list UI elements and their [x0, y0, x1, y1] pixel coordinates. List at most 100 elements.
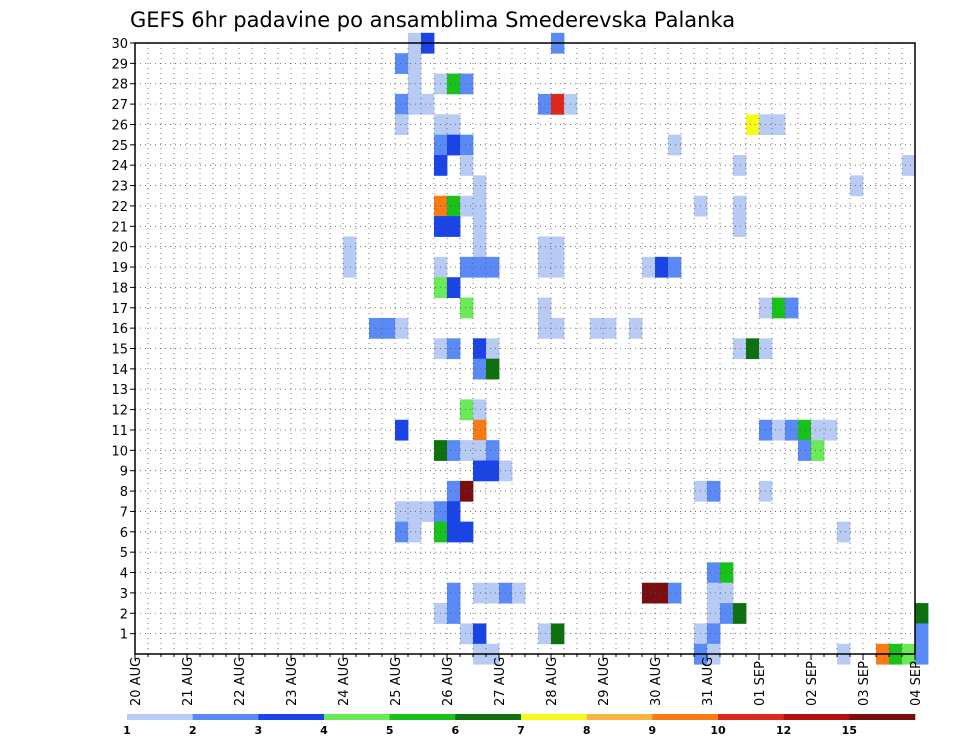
heatmap-cell: [473, 216, 487, 237]
heatmap-cell: [772, 114, 786, 136]
heatmap-cell: [785, 297, 799, 319]
heatmap-cell: [902, 155, 916, 176]
colorbar-segment: [586, 714, 653, 720]
heatmap-cell: [395, 114, 409, 136]
heatmap-cell: [421, 93, 435, 115]
colorbar-label: 6: [452, 724, 460, 737]
heatmap-cell: [395, 317, 409, 339]
colorbar-segment: [258, 714, 325, 720]
heatmap-cell: [707, 623, 721, 645]
y-tick-label: 15: [111, 343, 128, 358]
y-tick-label: 8: [120, 485, 128, 500]
heatmap-cell: [538, 256, 552, 278]
colorbar-segment: [718, 714, 784, 720]
heatmap-cell: [486, 440, 500, 461]
heatmap-cell: [447, 114, 461, 136]
y-tick-label: 21: [111, 220, 128, 235]
heatmap-cell: [473, 460, 487, 482]
heatmap-cell: [538, 297, 552, 319]
heatmap-cell: [382, 317, 396, 339]
colorbar-segment: [324, 714, 390, 720]
heatmap-cell: [408, 93, 422, 115]
heatmap-cell: [551, 317, 565, 339]
heatmap-cell: [486, 582, 500, 604]
heatmap-cell: [811, 440, 825, 461]
colorbar-label: 4: [320, 724, 328, 737]
x-tick-label: 30 AUG: [649, 657, 664, 706]
grid-layer: [135, 42, 915, 654]
colorbar-label: 2: [189, 724, 197, 737]
colorbar-label: 9: [649, 724, 657, 737]
heatmap-cell: [473, 440, 487, 461]
y-tick-label: 16: [111, 322, 128, 337]
heatmap-cell: [447, 582, 461, 604]
heatmap-cell: [837, 521, 851, 543]
x-tick-label: 21 AUG: [181, 657, 196, 706]
heatmap-cell: [473, 236, 487, 258]
heatmap-cell: [408, 521, 422, 543]
heatmap-cell: [486, 358, 500, 380]
heatmap-cell: [447, 603, 461, 624]
x-tick-label: 01 SEP: [753, 661, 768, 706]
colorbar-segment: [389, 714, 456, 720]
y-tick-label: 20: [111, 241, 128, 256]
heatmap-cell: [460, 399, 474, 421]
heatmap-cell: [395, 93, 409, 115]
heatmap-cell: [460, 73, 474, 95]
y-tick-label: 10: [111, 444, 128, 459]
heatmap-cell: [785, 419, 799, 441]
heatmap-cell: [798, 419, 812, 441]
y-tick-label: 6: [120, 526, 128, 541]
heatmap-cell: [733, 195, 747, 217]
heatmap-cell: [447, 338, 461, 360]
heatmap-cell: [447, 73, 461, 95]
heatmap-cell: [720, 603, 734, 624]
colorbar-label: 15: [842, 724, 857, 737]
y-tick-label: 26: [111, 118, 128, 133]
heatmap-cell: [915, 623, 929, 645]
colorbar-label: 1: [123, 724, 131, 737]
heatmap-cell: [460, 155, 474, 176]
heatmap-cell: [473, 195, 487, 217]
y-tick-label: 25: [111, 139, 128, 154]
heatmap-cell: [642, 256, 656, 278]
y-tick-label: 12: [111, 404, 128, 419]
y-tick-label: 5: [120, 546, 128, 561]
heatmap-cell: [733, 155, 747, 176]
colorbar-segment: [849, 714, 916, 720]
colorbar-label: 5: [386, 724, 394, 737]
x-tick-label: 25 AUG: [389, 657, 404, 706]
heatmap-cell: [486, 338, 500, 360]
heatmap-cell: [486, 256, 500, 278]
heatmap-cell: [811, 419, 825, 441]
heatmap-cell: [343, 236, 357, 258]
heatmap-cell: [603, 317, 617, 339]
heatmap-cell: [590, 317, 604, 339]
heatmap-cell: [447, 134, 461, 156]
heatmap-cell: [460, 521, 474, 543]
y-tick-label: 7: [120, 505, 128, 520]
heatmap-cell: [551, 623, 565, 645]
heatmap-cell: [395, 419, 409, 441]
y-tick-label: 18: [111, 281, 128, 296]
y-tick-label: 9: [120, 465, 128, 480]
heatmap-cell: [473, 623, 487, 645]
heatmap-cell: [473, 419, 487, 441]
heatmap-cell: [915, 643, 929, 665]
heatmap-cell: [772, 419, 786, 441]
colorbar-segment: [192, 714, 259, 720]
colorbar-segment: [127, 714, 193, 720]
heatmap-cell: [668, 134, 682, 156]
y-tick-label: 13: [111, 383, 128, 398]
x-tick-label: 02 SEP: [805, 661, 820, 706]
heatmap-cell: [668, 582, 682, 604]
heatmap-cell: [460, 297, 474, 319]
y-tick-label: 30: [111, 37, 128, 52]
heatmap-cell: [460, 195, 474, 217]
y-tick-label: 22: [111, 200, 128, 215]
y-tick-label: 27: [111, 98, 128, 113]
heatmap-cell: [395, 521, 409, 543]
heatmap-cell: [447, 480, 461, 502]
x-tick-label: 31 AUG: [701, 657, 716, 706]
x-tick-label: 29 AUG: [597, 657, 612, 706]
